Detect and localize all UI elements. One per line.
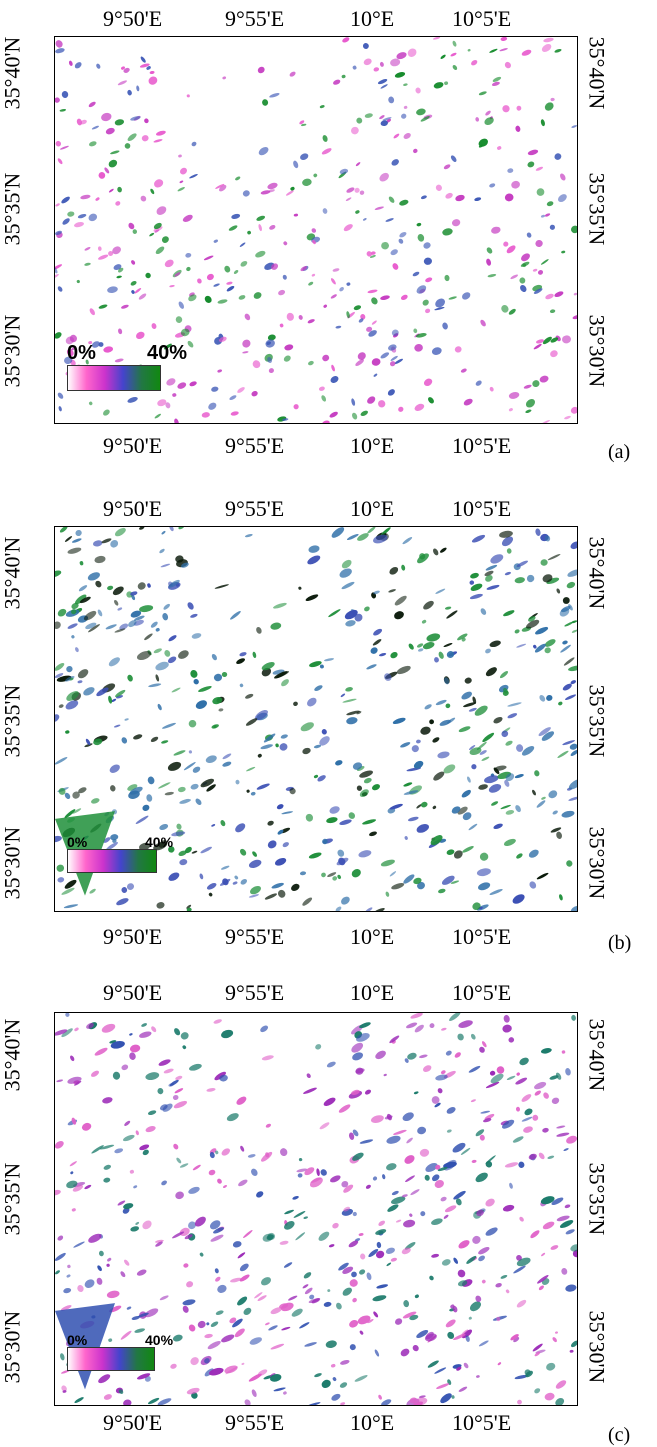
lat-tick-left-1: 35°40'N — [0, 536, 25, 610]
panel-b: 9°50'E 9°55'E 10°E 10°5'E 0% 40% 35°40'N… — [0, 488, 657, 958]
speckle-layer — [55, 527, 577, 911]
lon-tick-bottom-1: 9°50'E — [103, 433, 163, 458]
lat-tick-left-2: 35°35'N — [0, 1162, 25, 1236]
lon-tick-top-2: 9°55'E — [225, 980, 285, 1005]
lat-tick-left-3: 35°30'N — [0, 1310, 25, 1384]
speckle-layer — [55, 1013, 577, 1405]
lon-tick-top-3: 10°E — [350, 980, 395, 1005]
lat-tick-right-1: 35°40'N — [584, 536, 610, 610]
map-c: 0% 40% — [54, 1012, 578, 1406]
colorbar-c — [67, 1347, 155, 1371]
lat-tick-right-2: 35°35'N — [584, 172, 610, 246]
speckle-layer — [55, 37, 577, 423]
lon-tick-top-3: 10°E — [350, 6, 395, 31]
lon-tick-bottom-2: 9°55'E — [225, 924, 285, 949]
lon-tick-top-4: 10°5'E — [452, 980, 512, 1005]
lat-tick-right-1: 35°40'N — [584, 36, 610, 110]
lat-tick-right-3: 35°30'N — [584, 314, 610, 388]
map-c-canvas — [55, 1013, 577, 1405]
lon-tick-bottom-4: 10°5'E — [452, 1410, 512, 1435]
panel-c: 9°50'E 9°55'E 10°E 10°5'E 0% 40% 35°40'N… — [0, 976, 657, 1447]
legend-b-max: 40% — [145, 834, 174, 850]
lat-tick-left-2: 35°35'N — [0, 684, 25, 758]
colorbar-a — [67, 365, 161, 391]
colorbar-b — [67, 849, 157, 873]
lon-tick-top-1: 9°50'E — [103, 980, 163, 1005]
lon-tick-top-4: 10°5'E — [452, 496, 512, 521]
legend-a-max: 40% — [147, 342, 188, 364]
panel-label-b: (b) — [608, 932, 632, 954]
map-a: 0% 40% — [54, 36, 578, 424]
lat-tick-left-1: 35°40'N — [0, 36, 25, 110]
lon-tick-bottom-4: 10°5'E — [452, 433, 512, 458]
lon-tick-top-1: 9°50'E — [103, 6, 163, 31]
lat-tick-right-3: 35°30'N — [584, 1310, 610, 1384]
legend-c-min: 0% — [67, 1332, 88, 1348]
lat-tick-left-2: 35°35'N — [0, 172, 25, 246]
lat-tick-left-3: 35°30'N — [0, 314, 25, 388]
map-b-canvas — [55, 527, 577, 911]
lon-tick-top-2: 9°55'E — [225, 496, 285, 521]
lon-tick-top-1: 9°50'E — [103, 496, 163, 521]
panel-label-c: (c) — [608, 1424, 631, 1446]
lat-tick-left-3: 35°30'N — [0, 826, 25, 900]
legend-b: 0% 40% — [67, 833, 173, 873]
panel-a: 9°50'E 9°55'E 10°E 10°5'E 0% 40% 35°40'N… — [0, 0, 657, 470]
legend-c: 0% 40% — [67, 1331, 173, 1371]
legend-c-max: 40% — [145, 1332, 174, 1348]
lon-tick-bottom-2: 9°55'E — [225, 433, 285, 458]
lat-tick-right-1: 35°40'N — [584, 1018, 610, 1092]
lon-tick-bottom-1: 9°50'E — [103, 1410, 163, 1435]
lon-tick-bottom-3: 10°E — [350, 433, 395, 458]
lon-tick-bottom-4: 10°5'E — [452, 924, 512, 949]
lon-tick-top-2: 9°55'E — [225, 6, 285, 31]
lat-tick-right-2: 35°35'N — [584, 1162, 610, 1236]
triangle-feature — [55, 1303, 115, 1390]
panel-label-a: (a) — [608, 441, 631, 463]
lon-tick-bottom-1: 9°50'E — [103, 924, 163, 949]
lon-tick-bottom-3: 10°E — [350, 1410, 395, 1435]
map-b: 0% 40% — [54, 526, 578, 912]
lon-tick-bottom-3: 10°E — [350, 924, 395, 949]
lon-tick-bottom-2: 9°55'E — [225, 1410, 285, 1435]
map-a-canvas — [55, 37, 577, 423]
lat-tick-right-3: 35°30'N — [584, 826, 610, 900]
lat-tick-right-2: 35°35'N — [584, 684, 610, 758]
legend-a-min: 0% — [67, 342, 96, 364]
legend-b-min: 0% — [67, 834, 88, 850]
lat-tick-left-1: 35°40'N — [0, 1018, 25, 1092]
lon-tick-top-3: 10°E — [350, 496, 395, 521]
lon-tick-top-4: 10°5'E — [452, 6, 512, 31]
legend-a: 0% 40% — [67, 342, 187, 391]
